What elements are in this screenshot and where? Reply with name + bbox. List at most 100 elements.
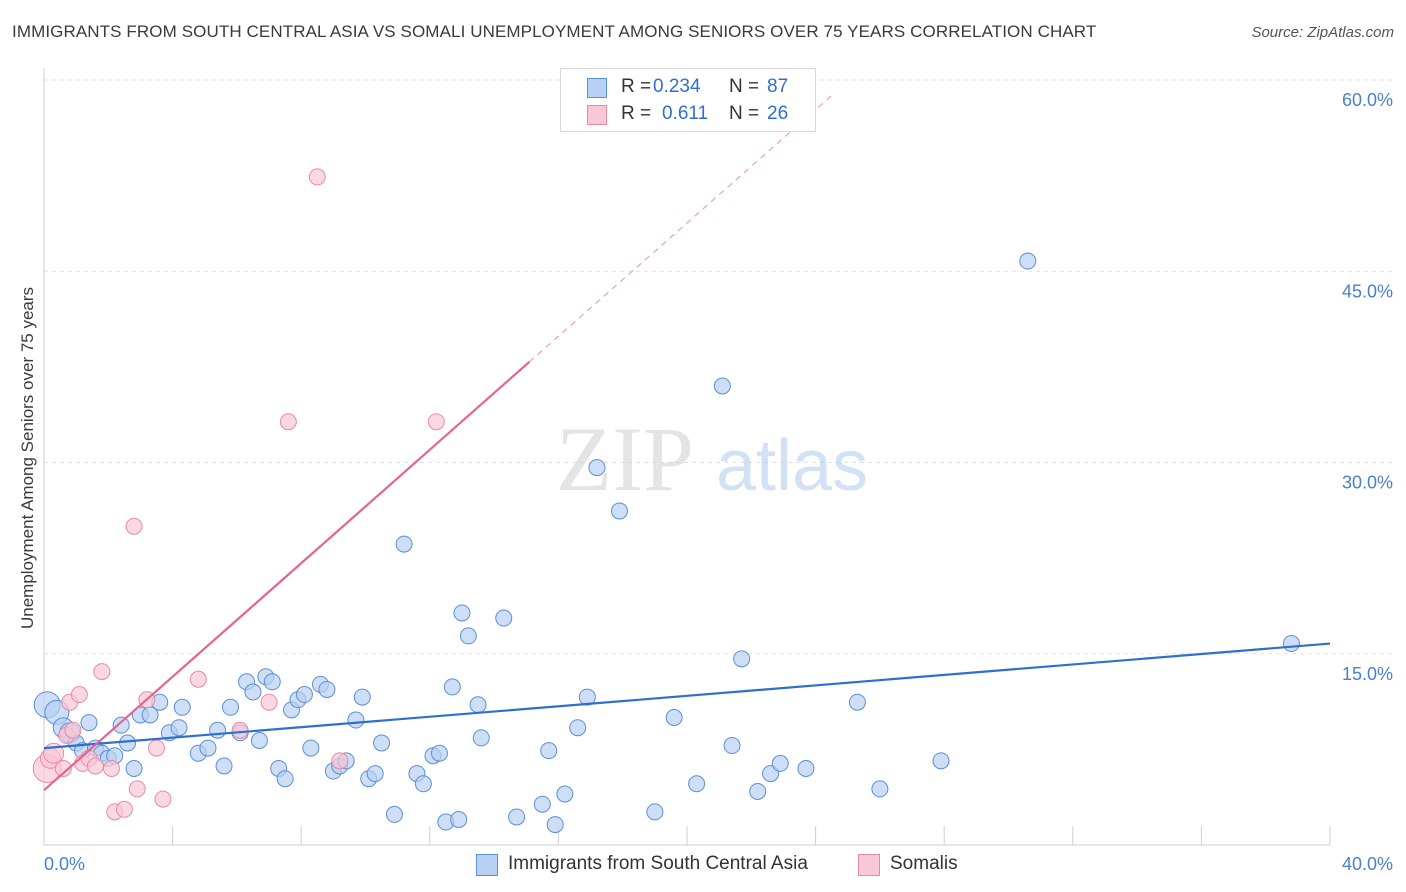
point-somalis <box>189 670 207 688</box>
point-somalis <box>103 760 121 777</box>
point-immigrants <box>588 459 606 477</box>
point-immigrants <box>366 765 384 783</box>
point-somalis <box>231 721 249 739</box>
point-immigrants <box>318 680 336 698</box>
watermark: ZIP atlas <box>556 408 868 510</box>
point-immigrants <box>430 744 448 762</box>
point-somalis <box>148 739 166 757</box>
point-immigrants <box>80 714 98 732</box>
point-somalis <box>279 413 297 431</box>
y-tick-label: 45.0% <box>1342 281 1393 301</box>
point-immigrants <box>848 693 866 711</box>
point-immigrants <box>871 780 889 798</box>
point-immigrants <box>771 754 789 772</box>
x-tick-label: 40.0% <box>1342 854 1393 874</box>
point-immigrants <box>170 719 188 737</box>
point-immigrants <box>295 686 313 704</box>
point-immigrants <box>749 782 767 800</box>
point-immigrants <box>125 760 143 777</box>
point-somalis <box>115 800 133 818</box>
y-tick-label: 30.0% <box>1342 473 1393 493</box>
point-immigrants <box>119 734 137 752</box>
point-somalis <box>93 663 111 681</box>
point-somalis <box>260 693 278 711</box>
point-immigrants <box>569 719 587 737</box>
point-somalis <box>331 752 349 770</box>
point-immigrants <box>353 688 371 706</box>
point-immigrants <box>533 795 551 813</box>
point-immigrants <box>395 535 413 553</box>
point-somalis <box>54 760 72 777</box>
point-immigrants <box>443 678 461 696</box>
point-immigrants <box>347 711 365 729</box>
point-immigrants <box>173 698 191 716</box>
trendline-somalis <box>43 360 531 791</box>
point-immigrants <box>508 808 526 826</box>
point-immigrants <box>385 805 403 823</box>
x-tick-label: 0.0% <box>44 854 85 874</box>
watermark-atlas: atlas <box>716 426 868 506</box>
point-immigrants <box>723 737 741 755</box>
point-immigrants <box>453 604 471 622</box>
point-immigrants <box>209 721 227 739</box>
legend-n-label: N = <box>729 76 760 97</box>
correlation-legend: R = 0.234 N = 87 R = 0.611 N = 26 <box>560 68 816 132</box>
point-somalis <box>427 413 445 431</box>
point-immigrants <box>495 609 513 627</box>
point-immigrants <box>302 739 320 757</box>
y-axis-title: Unemployment Among Seniors over 75 years <box>18 287 37 629</box>
y-tick-label: 15.0% <box>1342 664 1393 684</box>
grid-lines <box>44 79 1394 655</box>
legend-swatch-pink <box>858 854 880 876</box>
point-immigrants <box>556 785 574 803</box>
chart-source: Source: ZipAtlas.com <box>1251 24 1394 41</box>
legend-label: Immigrants from South Central Asia <box>508 853 808 874</box>
point-immigrants <box>797 760 815 777</box>
point-immigrants <box>450 811 468 828</box>
point-immigrants <box>665 709 683 726</box>
trendlines <box>43 92 1331 791</box>
legend-r-label: R = <box>621 103 652 124</box>
point-immigrants <box>221 698 239 716</box>
point-immigrants <box>263 673 281 691</box>
point-immigrants <box>414 775 432 793</box>
point-immigrants <box>688 775 706 793</box>
point-somalis <box>125 517 143 535</box>
point-immigrants <box>250 731 268 749</box>
legend-label: Somalis <box>890 853 958 874</box>
legend-r-value: 0.611 <box>662 103 709 124</box>
legend-r-label: R = <box>621 76 652 97</box>
legend-n-value: 87 <box>767 76 789 97</box>
point-somalis <box>308 168 326 186</box>
watermark-zip: ZIP <box>556 408 694 510</box>
point-somalis <box>128 780 146 798</box>
point-immigrants <box>112 716 130 734</box>
legend-n-label: N = <box>729 103 760 124</box>
legend-swatch-blue <box>476 854 498 876</box>
point-immigrants <box>373 734 391 752</box>
axis-labels: 15.0% 30.0% 45.0% 60.0% 0.0% 40.0% Unemploymen… <box>18 90 1393 874</box>
point-immigrants <box>199 739 217 757</box>
legend-r-value: 0.234 <box>653 76 701 97</box>
point-immigrants <box>459 627 477 645</box>
point-somalis <box>86 757 104 775</box>
point-immigrants <box>546 816 564 834</box>
y-tick-label: 60.0% <box>1342 90 1393 110</box>
point-somalis <box>64 721 82 739</box>
point-immigrants <box>540 742 558 760</box>
trendline-immigrants <box>43 642 1331 750</box>
point-immigrants <box>932 752 950 770</box>
point-immigrants <box>1282 635 1300 653</box>
legend-swatch-pink <box>587 105 607 125</box>
point-immigrants <box>469 696 487 714</box>
trendline-somalis-extension <box>529 92 836 363</box>
point-somalis <box>154 790 172 808</box>
legend-n-value: 26 <box>767 103 789 124</box>
point-immigrants <box>1019 252 1037 270</box>
point-immigrants <box>215 757 233 775</box>
data-points <box>32 168 1300 834</box>
point-immigrants <box>646 803 664 821</box>
point-immigrants <box>244 683 262 701</box>
point-immigrants <box>578 688 596 706</box>
